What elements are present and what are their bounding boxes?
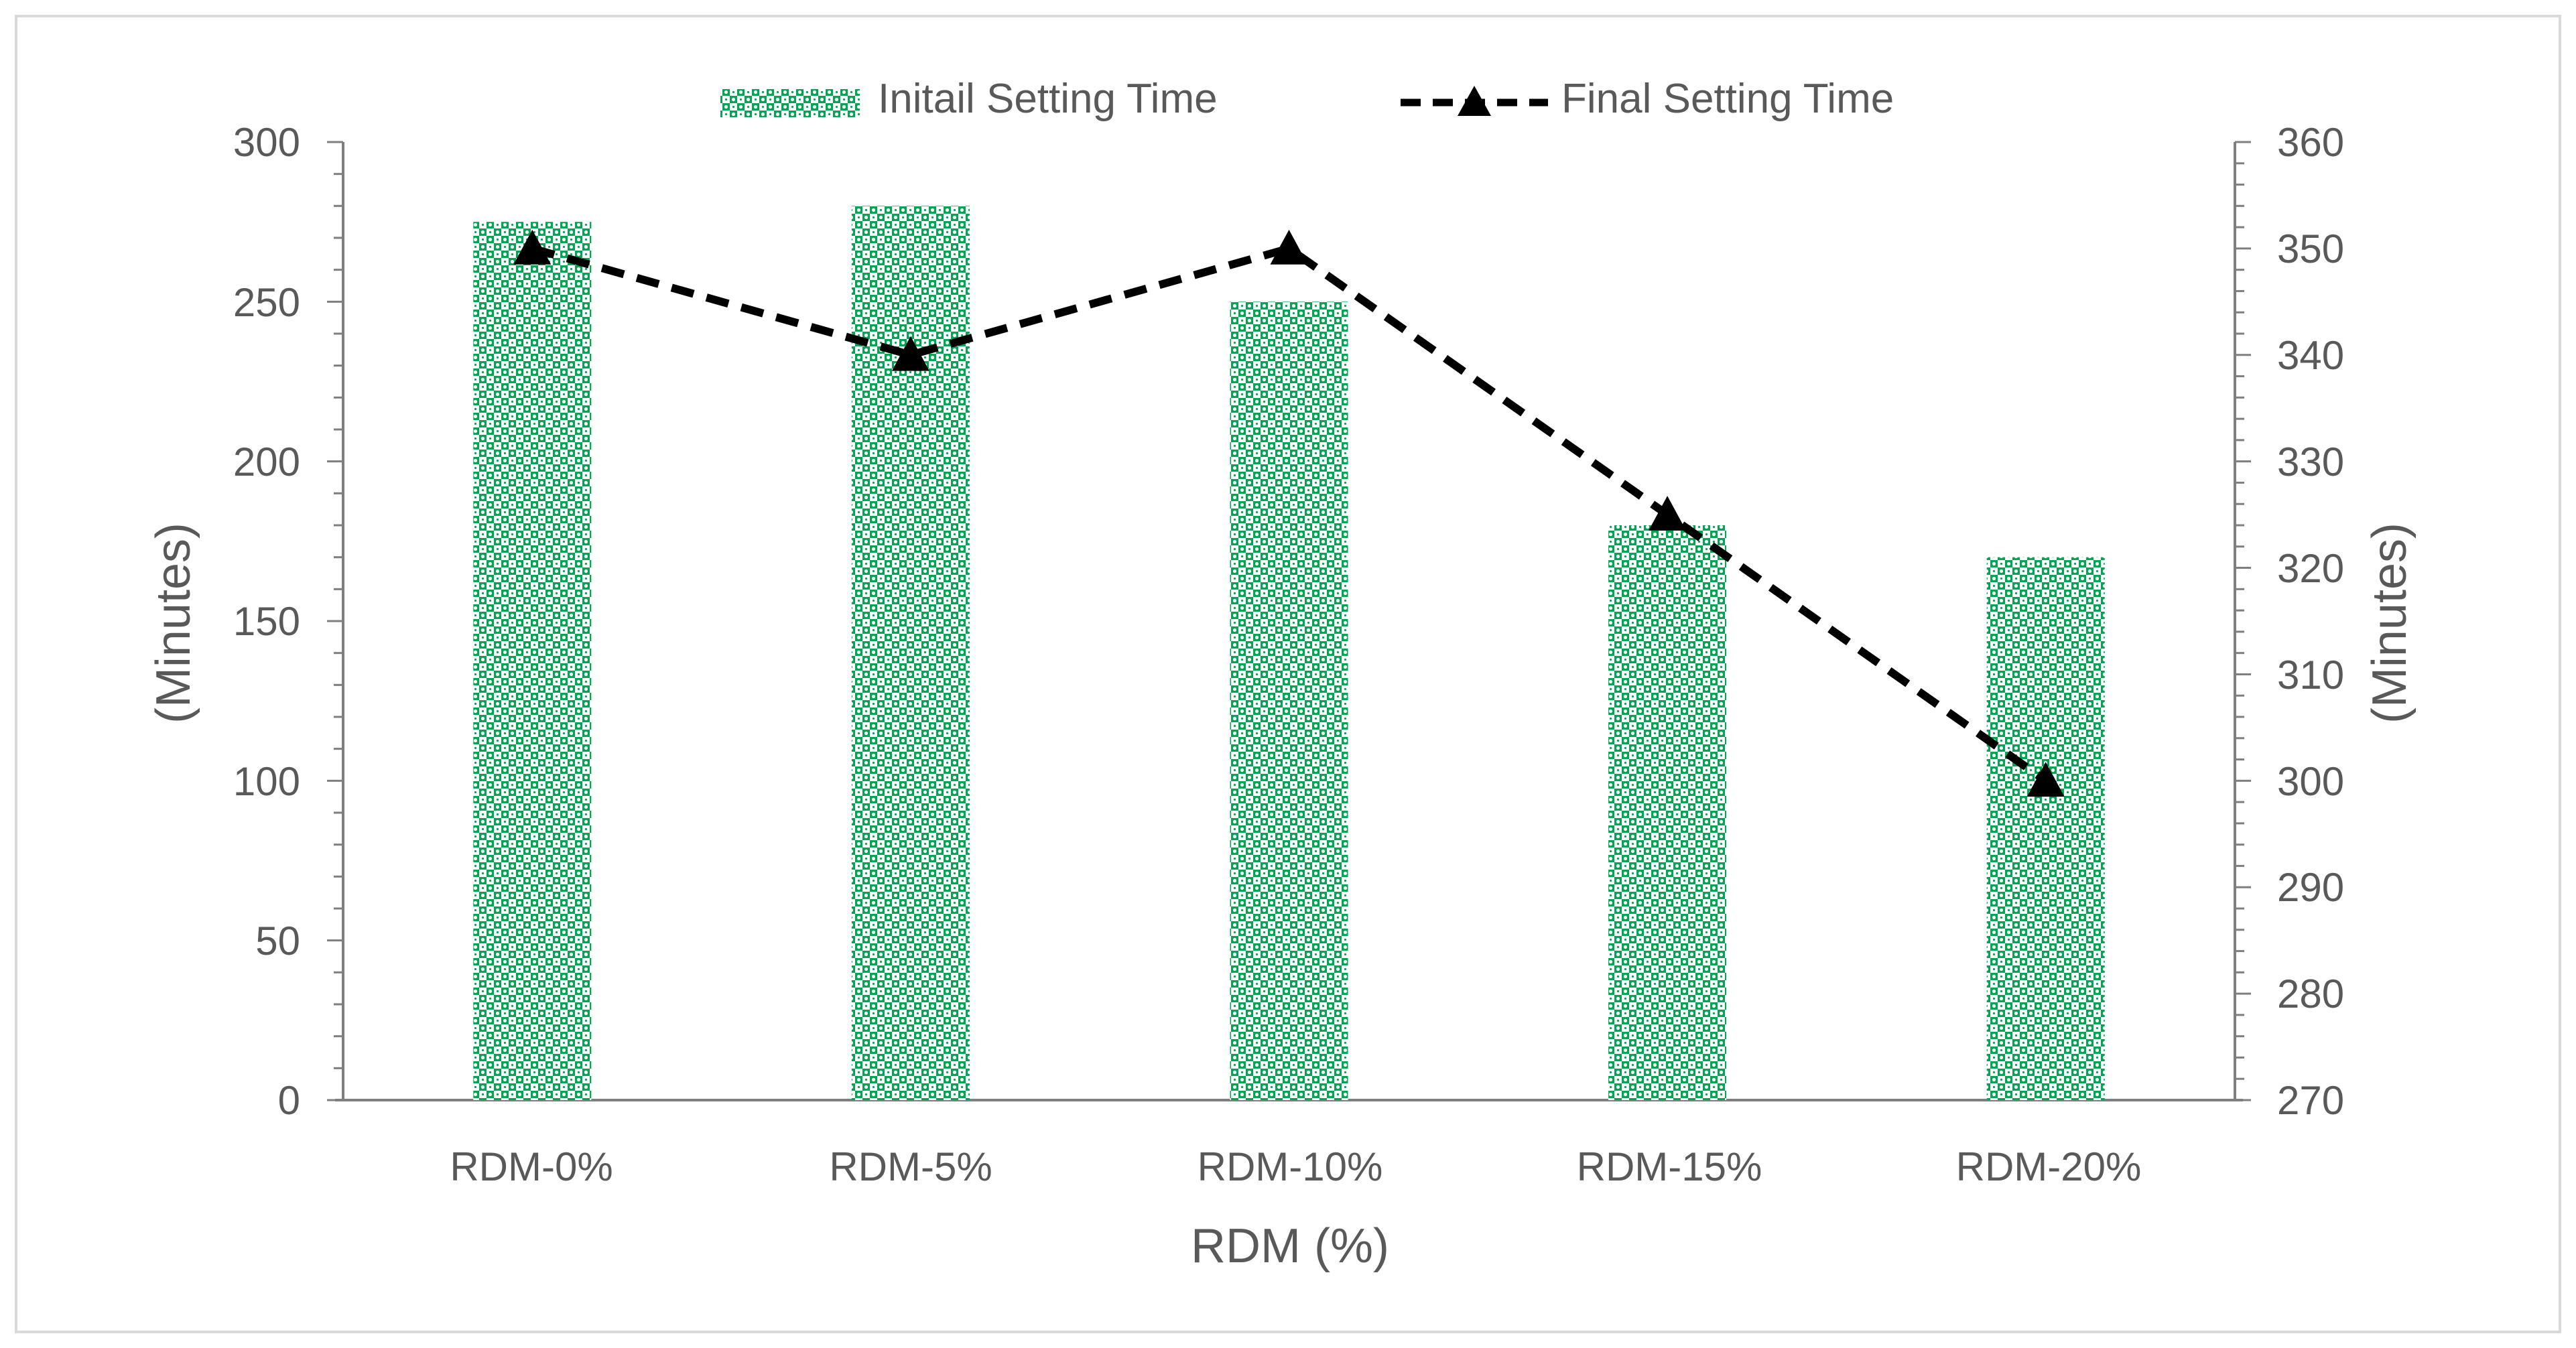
legend: Initail Setting Time Final Setting Time bbox=[720, 76, 1894, 122]
y-tick-right: 300 bbox=[2277, 759, 2344, 804]
legend-item-final-setting-time: Final Setting Time bbox=[1401, 76, 1894, 122]
y-tick-left: 100 bbox=[233, 759, 300, 804]
legend-swatch-bar bbox=[720, 89, 860, 117]
y-tick-left: 150 bbox=[233, 599, 300, 644]
legend-label-initial: Initail Setting Time bbox=[878, 76, 1218, 122]
legend-item-initial-setting-time: Initail Setting Time bbox=[720, 76, 1218, 122]
x-tick-label: RDM-0% bbox=[450, 1144, 613, 1189]
legend-swatch-triangle-marker bbox=[1458, 86, 1491, 116]
x-axis-title: RDM (%) bbox=[1191, 1219, 1389, 1273]
final-setting-time-line bbox=[531, 244, 2049, 785]
y-tick-left: 50 bbox=[255, 919, 300, 963]
y-axis-title-left: (Minutes) bbox=[147, 523, 200, 724]
y-tick-right: 290 bbox=[2277, 865, 2344, 910]
legend-label-final: Final Setting Time bbox=[1561, 76, 1894, 122]
x-tick-label: RDM-15% bbox=[1577, 1144, 1762, 1189]
y-tick-left: 250 bbox=[233, 280, 300, 325]
y-axis-title-right: (Minutes) bbox=[2363, 523, 2417, 724]
bar-rdm-0 bbox=[473, 222, 592, 1101]
triangle-marker-rdm-0 bbox=[513, 229, 552, 265]
y-tick-right: 310 bbox=[2277, 653, 2344, 697]
y-tick-right: 340 bbox=[2277, 333, 2344, 378]
y-tick-right: 320 bbox=[2277, 546, 2344, 591]
line-series-final-setting-time bbox=[513, 229, 2065, 797]
y-axis-left-ticks: 0 50 100 150 200 250 300 bbox=[233, 120, 300, 1123]
bar-rdm-20 bbox=[1986, 557, 2105, 1100]
y-tick-right: 280 bbox=[2277, 971, 2344, 1016]
y-tick-left: 300 bbox=[233, 120, 300, 165]
triangle-marker-rdm-5 bbox=[891, 336, 929, 371]
triangle-marker-rdm-15 bbox=[1649, 496, 1687, 531]
y-tick-right: 360 bbox=[2277, 120, 2344, 165]
bar-rdm-10 bbox=[1230, 301, 1348, 1100]
x-tick-label: RDM-20% bbox=[1956, 1144, 2142, 1189]
y-tick-right: 270 bbox=[2277, 1078, 2344, 1123]
y-tick-left: 0 bbox=[278, 1078, 300, 1123]
x-tick-label: RDM-10% bbox=[1198, 1144, 1383, 1189]
y-tick-left: 200 bbox=[233, 440, 300, 484]
y-tick-right: 350 bbox=[2277, 226, 2344, 271]
y-tick-right: 330 bbox=[2277, 440, 2344, 484]
x-tick-label: RDM-5% bbox=[829, 1144, 992, 1189]
bar-rdm-15 bbox=[1608, 525, 1727, 1100]
triangle-marker-rdm-20 bbox=[2026, 762, 2065, 797]
y-axis-right-ticks: 270 280 290 300 310 320 330 340 350 360 bbox=[2277, 120, 2344, 1123]
x-axis-ticks: RDM-0% RDM-5% RDM-10% RDM-15% RDM-20% bbox=[450, 1144, 2141, 1189]
triangle-marker-rdm-10 bbox=[1270, 229, 1308, 265]
